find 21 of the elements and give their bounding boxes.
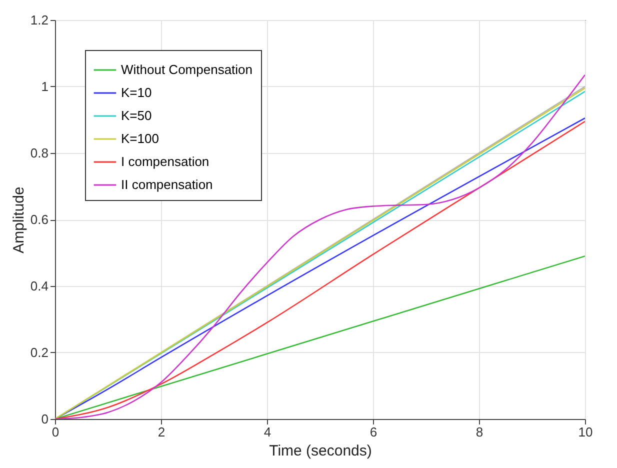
y-axis-title: Amplitude xyxy=(10,186,28,254)
x-tick-label: 10 xyxy=(578,424,593,440)
legend-label: I compensation xyxy=(121,154,210,169)
x-tick-label: 0 xyxy=(52,424,60,440)
y-tick-label: 0.2 xyxy=(30,345,48,360)
y-tick-label: 0.8 xyxy=(30,146,48,160)
y-tick-label: 0.6 xyxy=(30,212,48,227)
legend-label: K=100 xyxy=(121,131,159,146)
y-tick-label: 1 xyxy=(41,79,48,94)
y-tick-label: 0.4 xyxy=(30,278,48,294)
legend-label: II compensation xyxy=(121,177,213,192)
x-tick-label: 4 xyxy=(264,424,272,440)
legend-label: K=10 xyxy=(121,85,152,100)
legend-label: Without Compensation xyxy=(121,62,253,77)
legend-label: K=50 xyxy=(121,108,152,123)
x-tick-label: 2 xyxy=(158,424,166,440)
x-tick-label: 8 xyxy=(476,424,484,440)
y-tick-label: 1.2 xyxy=(30,12,48,28)
x-axis-title: Time (seconds) xyxy=(269,442,372,460)
y-tick-label: 0 xyxy=(41,412,48,426)
x-tick-label: 6 xyxy=(370,424,378,440)
